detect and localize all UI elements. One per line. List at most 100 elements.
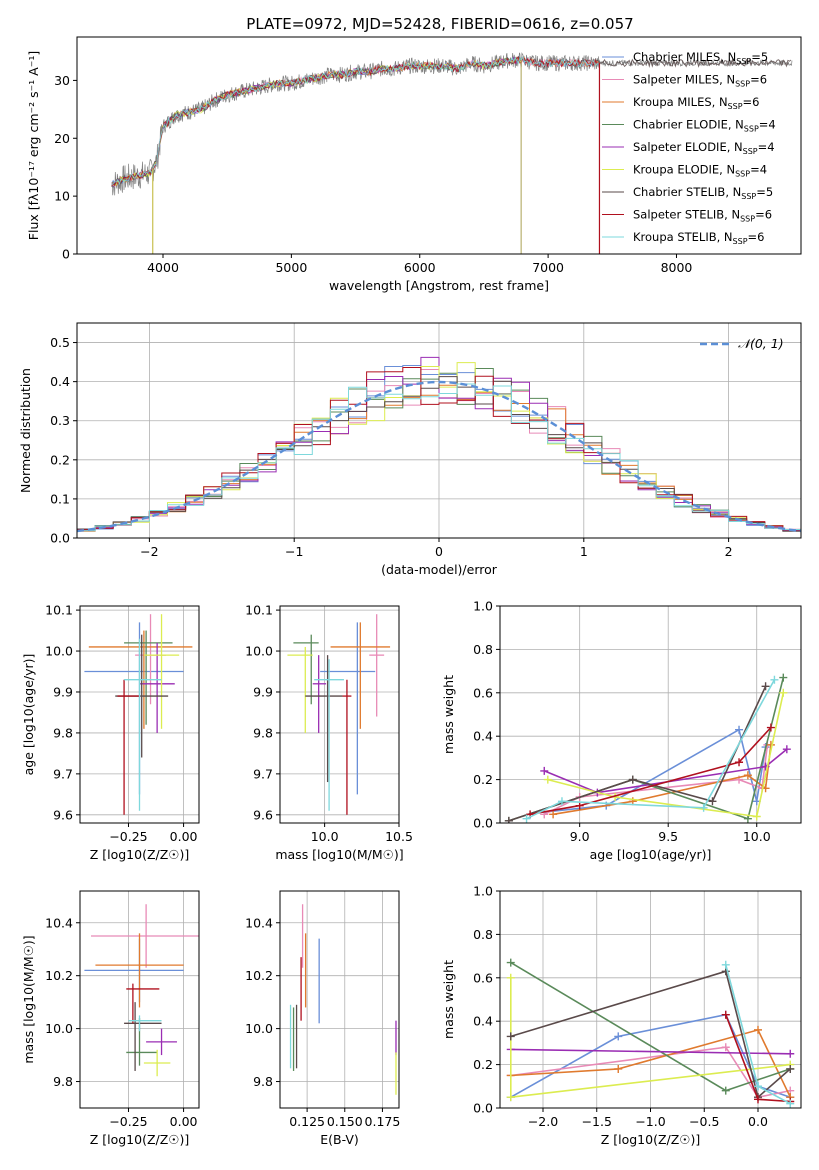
y-tick-label: 10 <box>54 189 70 204</box>
y-tick-label: 9.6 <box>253 807 273 822</box>
x-axis-label: Z [log10(Z/Z☉)] <box>90 1132 190 1147</box>
spectrum-legend: Chabrier MILES, NSSP=5 Salpeter MILES, NS… <box>602 50 776 246</box>
weight-marker <box>721 1010 730 1019</box>
weight-marker <box>779 673 788 682</box>
weight-marker <box>754 1095 762 1104</box>
y-tick-label: 1.0 <box>473 884 493 899</box>
weight-marker <box>506 1032 515 1041</box>
x-axis-label: (data-model)/error <box>381 562 498 577</box>
weight-lines-weight_vs_age <box>504 673 791 823</box>
weight-marker <box>575 801 584 810</box>
x-tick-label: −1 <box>285 544 303 559</box>
x-axis-label: Z [log10(Z/Z☉)] <box>601 1132 701 1147</box>
panel-age_vs_mass: 10.0 10.5 9.6 9.7 9.8 9.9 10.0 10.1 mass [log10(… <box>245 603 413 862</box>
y-tick-label: 9.9 <box>53 684 73 699</box>
y-axis-label: mass [log10(M/M☉)] <box>21 935 36 1063</box>
y-axis-label: age [log10(age/yr)] <box>21 654 36 776</box>
y-tick-label: 0.4 <box>473 729 493 744</box>
legend-label: 𝒩(0, 1) <box>738 336 784 351</box>
weight-marker <box>735 758 744 767</box>
y-tick-label: 0.2 <box>50 452 70 467</box>
weight-marker <box>614 1032 623 1041</box>
x-tick-label: 0.00 <box>170 1114 198 1129</box>
weight-marker <box>786 1049 795 1058</box>
weight-marker <box>614 1064 623 1073</box>
plot-frame <box>79 890 200 1109</box>
x-tick-label: 0.175 <box>365 1114 401 1129</box>
y-tick-label: 10.4 <box>245 915 273 930</box>
panel-age_vs_Z: −0.25 0.00 9.6 9.7 9.8 9.9 10.0 10.1 Z [log10(Z/… <box>21 603 200 862</box>
plot-frame <box>76 36 802 255</box>
errorbars-mass_vs_Z <box>84 904 199 1077</box>
x-axis-label: E(B-V) <box>320 1132 359 1147</box>
weight-line <box>508 677 785 822</box>
x-tick-label: 0.125 <box>289 1114 325 1129</box>
weight-lines-weight_vs_Z <box>506 958 795 1108</box>
y-tick-label: 0.0 <box>473 1101 493 1116</box>
weight-line <box>510 970 791 1099</box>
weight-marker <box>766 723 775 732</box>
plot-frame <box>79 605 200 824</box>
legend-label: Salpeter MILES, NSSP=6 <box>633 73 767 89</box>
y-axis-label: mass weight <box>441 960 456 1039</box>
panel-mass_vs_Z: −0.25 0.00 9.8 10.0 10.2 10.4 Z [log10(Z/Z☉)] m… <box>21 890 200 1147</box>
y-tick-label: 10.0 <box>245 1021 273 1036</box>
x-tick-label: −2 <box>140 544 158 559</box>
x-tick-label: −1.0 <box>635 1114 665 1129</box>
x-tick-label: 1 <box>580 544 588 559</box>
y-tick-label: 0.6 <box>473 685 493 700</box>
weight-marker <box>770 675 779 684</box>
y-tick-label: 9.6 <box>53 807 73 822</box>
plot-frame <box>279 890 400 1109</box>
y-tick-label: 10.0 <box>45 644 73 659</box>
spectrum-curves <box>111 52 793 254</box>
weight-marker <box>754 1082 762 1091</box>
plot-frame <box>499 605 802 824</box>
weight-marker <box>721 1086 730 1095</box>
y-tick-label: 0.6 <box>473 970 493 985</box>
y-tick-label: 9.7 <box>253 766 273 781</box>
weight-marker <box>735 725 744 734</box>
weight-marker <box>506 973 515 982</box>
y-tick-label: 10.0 <box>45 1021 73 1036</box>
y-tick-label: 0.4 <box>50 374 70 389</box>
y-tick-label: 10.2 <box>45 968 73 983</box>
legend-label: Chabrier ELODIE, NSSP=4 <box>633 118 776 134</box>
errorbars-age_vs_mass <box>287 614 391 815</box>
weight-line <box>526 679 776 820</box>
weight-marker <box>761 682 770 691</box>
weight-line <box>510 1048 791 1055</box>
weight-marker <box>786 1064 795 1073</box>
x-axis-label: age [log10(age/yr)] <box>590 847 712 862</box>
y-axis-label: Flux [fλ10⁻¹⁷ erg cm⁻² s⁻¹ A⁻¹] <box>26 51 41 240</box>
panel-weight_vs_Z: −2.0 −1.5 −1.0 −0.5 0.0 0.0 0.2 0.4 0.6 0.8 1.0 Z [… <box>441 884 802 1147</box>
y-tick-label: 10.4 <box>45 915 73 930</box>
y-tick-label: 9.9 <box>253 684 273 699</box>
x-tick-label: 0.00 <box>170 829 198 844</box>
y-tick-label: 0 <box>62 247 70 262</box>
panel-mass_vs_EBV: 0.125 0.150 0.175 9.8 10.0 10.2 10.4 E(B-V) <box>245 890 401 1147</box>
legend-label: Kroupa STELIB, NSSP=6 <box>633 230 764 246</box>
y-tick-label: 10.1 <box>45 603 73 618</box>
weight-marker <box>782 745 791 754</box>
x-tick-label: 10.0 <box>311 829 339 844</box>
y-tick-label: 9.8 <box>253 1074 273 1089</box>
histograms <box>77 356 801 534</box>
x-axis-label: mass [log10(M/M☉)] <box>275 847 403 862</box>
y-tick-label: 0.0 <box>473 816 493 831</box>
weight-marker <box>540 766 549 775</box>
histogram-step <box>77 367 801 533</box>
weight-marker <box>506 1093 515 1102</box>
y-tick-label: 1.0 <box>473 599 493 614</box>
x-axis-label: Z [log10(Z/Z☉)] <box>90 847 190 862</box>
weight-marker <box>522 814 531 823</box>
model-spectrum-line <box>111 56 599 186</box>
weight-line <box>544 728 767 813</box>
weight-marker <box>543 775 552 784</box>
weight-marker <box>549 810 558 819</box>
weight-marker <box>721 1043 730 1052</box>
x-tick-label: 8000 <box>661 260 693 275</box>
weight-marker <box>752 812 761 821</box>
weight-marker <box>786 1099 795 1108</box>
legend-label: Kroupa MILES, NSSP=6 <box>633 95 759 111</box>
